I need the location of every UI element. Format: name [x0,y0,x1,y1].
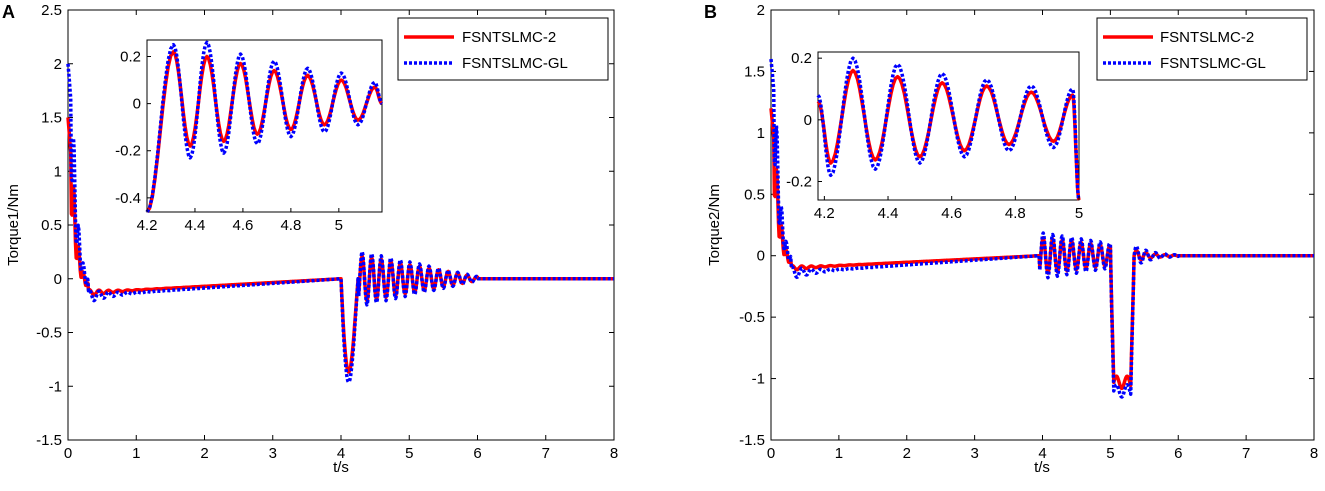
legend-label-b-1: FSNTSLMC-2 [1160,29,1254,46]
y-tick-label: 1.5 [744,63,765,80]
x-tick-label: 2 [200,445,208,462]
inset-x-tick-label: 5 [335,217,343,234]
x-ticks-b: 0 1 2 3 4 5 6 7 8 [767,10,1318,462]
inset-y-tick-label: 0.2 [791,50,812,67]
inset-y-tick-label: -0.2 [786,174,812,191]
inset-x-tick-label: 4.8 [280,217,301,234]
inset-y-tick-label: -0.2 [115,143,141,160]
x-tick-label: 5 [1106,445,1114,462]
y-ticks-b: -1.5 -1 -0.5 0 0.5 1 1.5 2 [739,2,1314,449]
inset-frame-b [817,51,1080,201]
y-tick-label: -1.5 [739,432,765,449]
x-tick-label: 4 [337,445,345,462]
series-group-a [66,63,616,384]
x-tick-label: 0 [64,445,72,462]
inset-y-tick-label: 0 [133,96,141,113]
inset-x-tick-label: 4.4 [878,205,899,222]
panel-a: A -1.5 -1 -0.5 0 0.5 1 1.5 2 2.5 0 1 2 3 4 5 6 7 8 t/s T… [2,2,618,476]
legend-label-b-2: FSNTSLMC-GL [1160,55,1266,72]
series-line-fsntslmc-gl [66,63,616,384]
y-tick-label: 1 [54,163,62,180]
x-tick-label: 1 [835,445,843,462]
legend-label-a-2: FSNTSLMC-GL [462,55,568,72]
panel-b: B -1.5 -1 -0.5 0 0.5 1 1.5 2 0 1 2 3 4 5 6 7 8 t/s Torq… [704,2,1318,476]
y-tick-label: 1.5 [41,110,62,127]
inset-series-b [816,56,1081,201]
x-tick-label: 3 [970,445,978,462]
inset-x-tick-label: 4.4 [185,217,206,234]
inset-ticks-a: -0.4 -0.2 0 0.2 4.2 4.4 4.6 4.8 5 [115,48,343,234]
x-ticks-a: 0 1 2 3 4 5 6 7 8 [64,10,618,462]
inset-series-line-fsntslmc-gl [816,56,1081,201]
inset-y-tick-label: -0.4 [115,190,141,207]
inset-x-tick-label: 4.2 [814,205,835,222]
y-tick-label: -1.5 [36,432,62,449]
x-tick-label: 4 [1038,445,1046,462]
x-tick-label: 2 [903,445,911,462]
legend-b [1096,17,1308,81]
x-tick-label: 3 [269,445,277,462]
inset-series-line-fsntslmc-gl [145,40,384,213]
y-tick-label: -0.5 [36,325,62,342]
y-axis-label-b: Torque2/Nm [706,184,723,266]
x-tick-label: 7 [542,445,550,462]
inset-x-tick-label: 4.6 [941,205,962,222]
legend-a [397,17,609,81]
y-tick-label: 2 [54,56,62,73]
panel-label-b: B [704,2,717,22]
y-tick-label: -1 [49,378,62,395]
y-tick-label: 0.5 [41,217,62,234]
x-tick-label: 6 [1174,445,1182,462]
y-axis-label-a: Torque1/Nm [5,184,22,266]
x-tick-label: 0 [767,445,775,462]
inset-y-tick-label: 0 [804,112,812,129]
panel-label-a: A [2,2,15,22]
legend-label-a-1: FSNTSLMC-2 [462,29,556,46]
y-tick-label: 2 [757,2,765,19]
inset-ticks-b: -0.2 0 0.2 4.2 4.4 4.6 4.8 5 [786,50,1083,222]
inset-x-tick-label: 4.2 [137,217,158,234]
series-line-fsntslmc-gl [769,58,1316,399]
x-tick-label: 1 [132,445,140,462]
y-tick-label: 2.5 [41,2,62,19]
x-tick-label: 8 [1310,445,1318,462]
y-tick-label: 0.5 [744,186,765,203]
y-tick-label: 0 [757,248,765,265]
y-tick-label: 0 [54,271,62,288]
inset-x-tick-label: 4.8 [1005,205,1026,222]
inset-y-tick-label: 0.2 [120,48,141,65]
y-tick-label: 1 [757,125,765,142]
y-tick-label: -1 [752,371,765,388]
inset-frame-a [146,39,383,213]
x-tick-label: 8 [610,445,618,462]
x-axis-label-b: t/s [1034,459,1050,476]
inset-series-a [145,40,384,213]
y-tick-label: -0.5 [739,309,765,326]
x-tick-label: 6 [473,445,481,462]
inset-x-tick-label: 4.6 [232,217,253,234]
x-tick-label: 7 [1242,445,1250,462]
y-ticks-a: -1.5 -1 -0.5 0 0.5 1 1.5 2 2.5 [36,2,614,449]
x-tick-label: 5 [405,445,413,462]
inset-x-tick-label: 5 [1075,205,1083,222]
x-axis-label-a: t/s [333,459,349,476]
series-group-b [769,58,1316,399]
